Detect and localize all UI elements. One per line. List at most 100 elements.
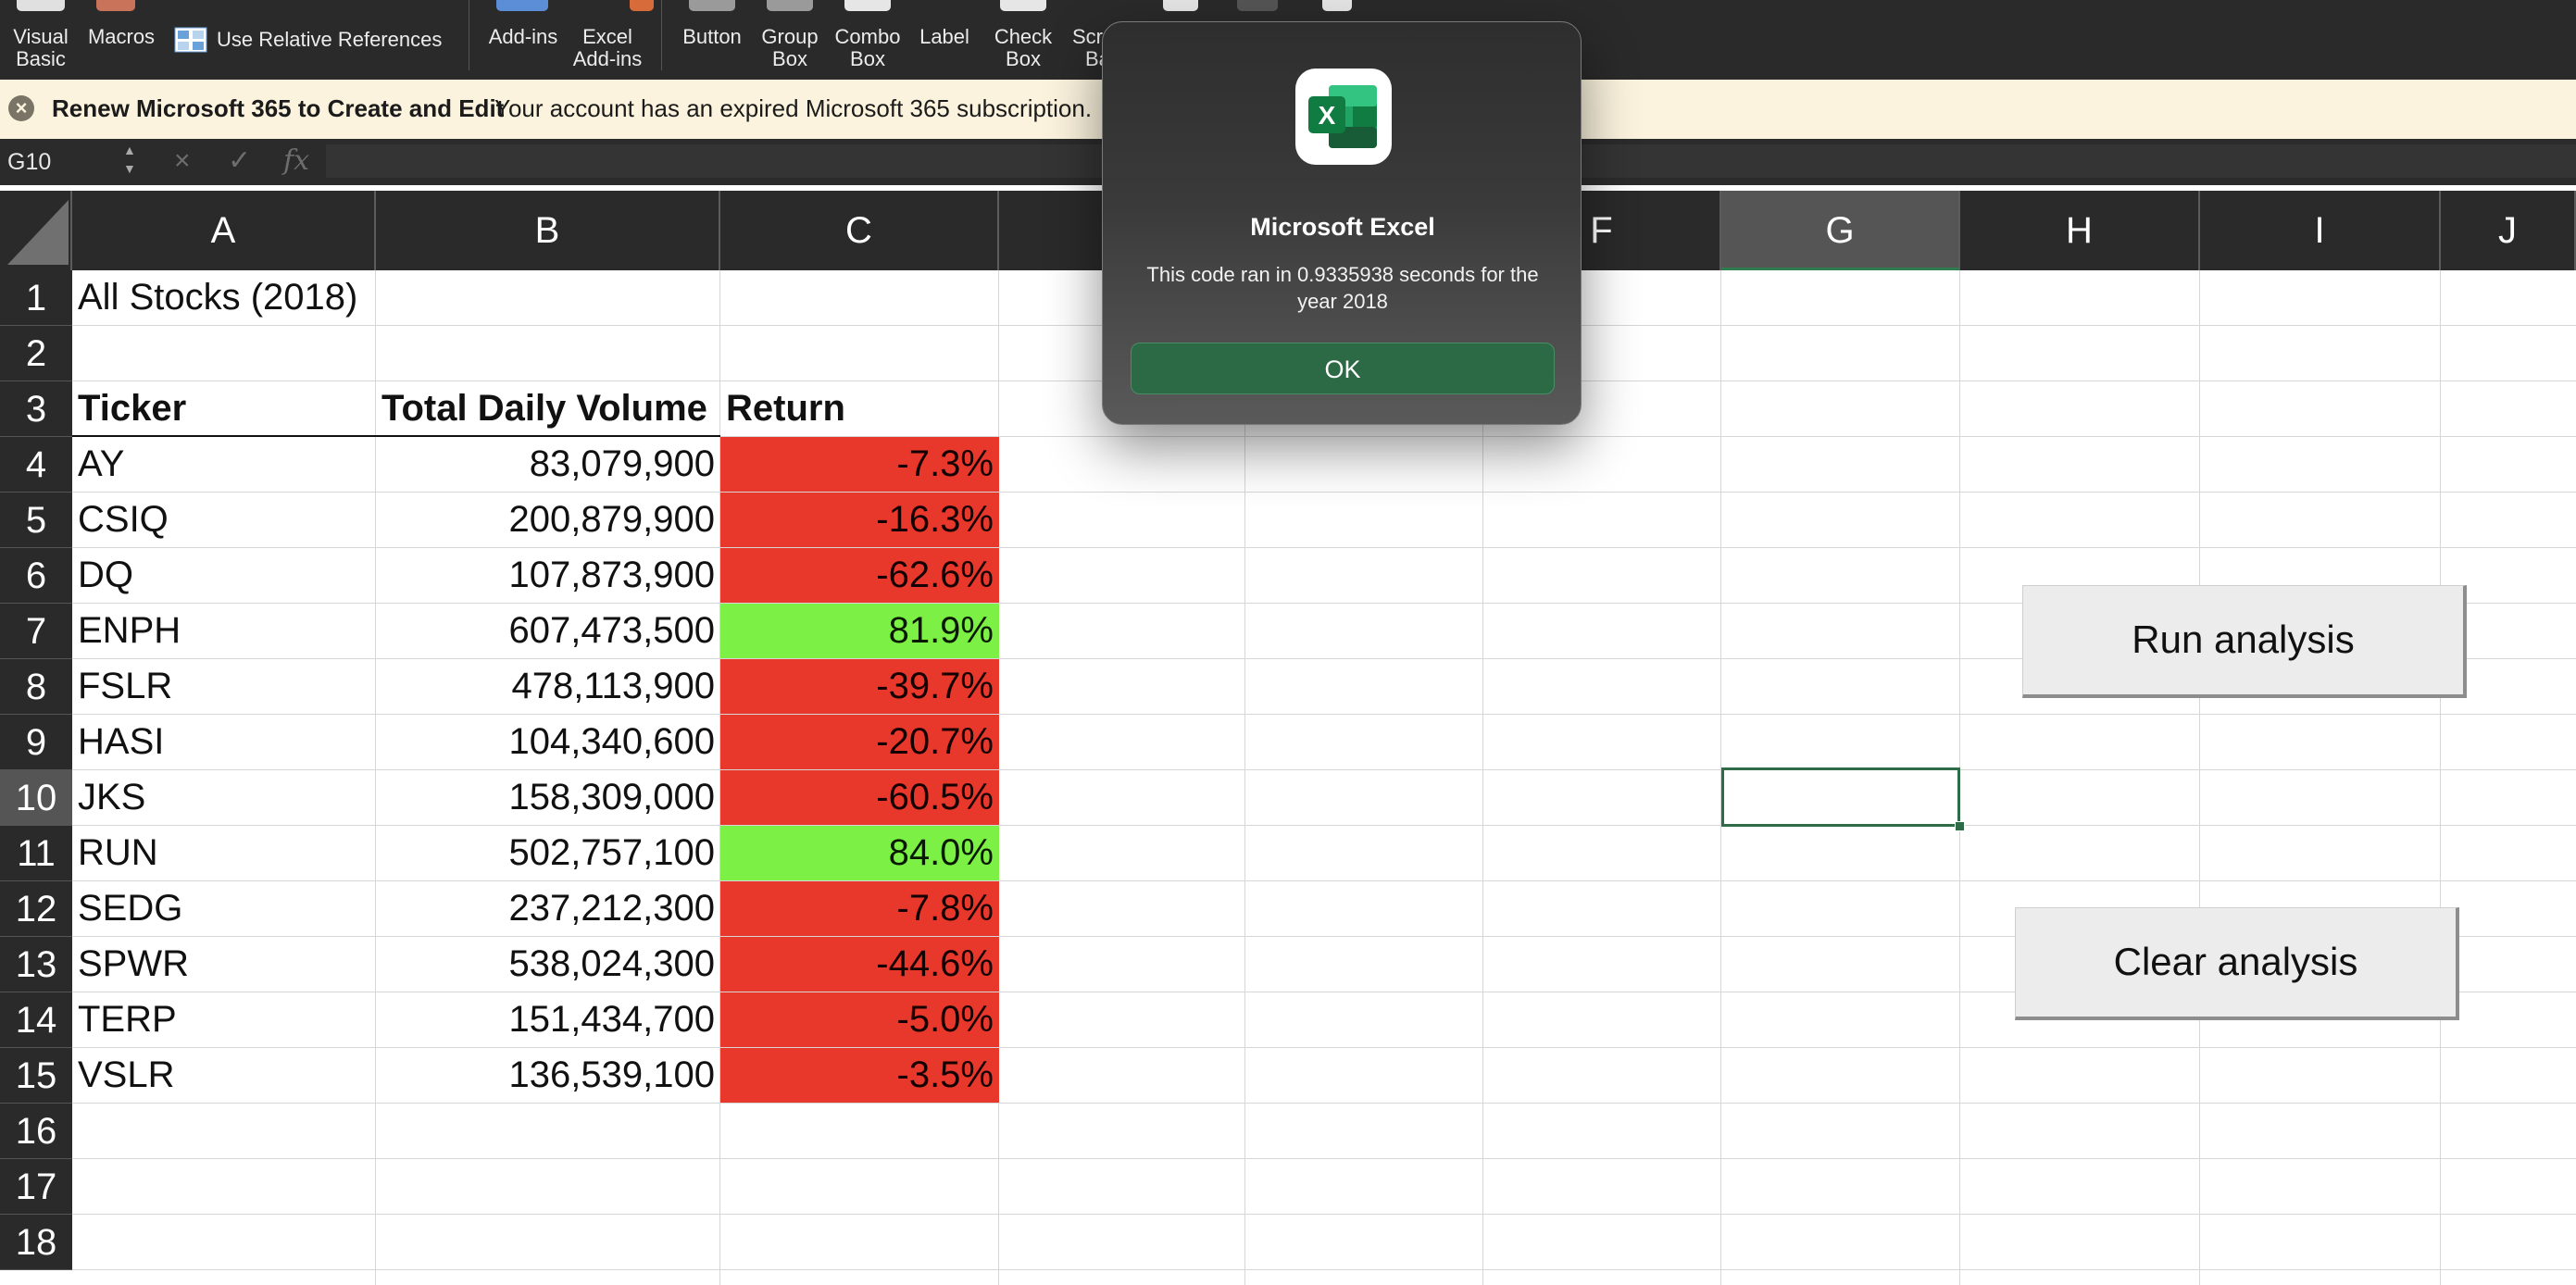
row-header-17[interactable]: 17 bbox=[0, 1159, 72, 1215]
row-header-9[interactable]: 9 bbox=[0, 715, 72, 770]
ticker-cell[interactable]: FSLR bbox=[78, 666, 173, 706]
volume-cell[interactable]: 83,079,900 bbox=[529, 443, 715, 484]
add-ins-button[interactable]: Add-ins bbox=[483, 26, 563, 48]
visual-basic-button[interactable]: Visual Basic bbox=[7, 26, 74, 70]
row-header-12[interactable]: 12 bbox=[0, 881, 72, 937]
header-bottom-border bbox=[72, 435, 720, 437]
return-cell[interactable]: -7.3% bbox=[720, 437, 999, 492]
row-gridline bbox=[72, 714, 2576, 715]
macros-button[interactable]: Macros bbox=[83, 26, 159, 48]
volume-cell[interactable]: 538,024,300 bbox=[508, 943, 715, 984]
volume-cell[interactable]: 107,873,900 bbox=[508, 555, 715, 595]
column-header-c[interactable]: C bbox=[720, 191, 999, 270]
row-header-8[interactable]: 8 bbox=[0, 659, 72, 715]
column-header-j[interactable]: J bbox=[2441, 191, 2576, 270]
volume-cell[interactable]: 104,340,600 bbox=[508, 721, 715, 762]
ticker-cell[interactable]: AY bbox=[78, 443, 125, 484]
column-header-b[interactable]: B bbox=[376, 191, 720, 270]
combo-box-control[interactable]: Combo Box bbox=[830, 26, 906, 70]
row-header-16[interactable]: 16 bbox=[0, 1104, 72, 1159]
excel-add-ins-button[interactable]: Excel Add-ins bbox=[567, 26, 648, 70]
clear-analysis-button[interactable]: Clear analysis bbox=[2015, 907, 2459, 1020]
row-header-13[interactable]: 13 bbox=[0, 937, 72, 992]
return-cell[interactable]: 81.9% bbox=[720, 604, 999, 658]
ticker-cell[interactable]: VSLR bbox=[78, 1054, 175, 1095]
row-header-5[interactable]: 5 bbox=[0, 493, 72, 548]
name-box-stepper-icon[interactable]: ▲ ▼ bbox=[123, 143, 136, 176]
use-relative-references-button[interactable]: Use Relative References bbox=[217, 29, 442, 51]
row-header-3[interactable]: 3 bbox=[0, 381, 72, 437]
header-volume-cell[interactable]: Total Daily Volume bbox=[381, 388, 707, 429]
row-header-2[interactable]: 2 bbox=[0, 326, 72, 381]
volume-cell[interactable]: 502,757,100 bbox=[508, 832, 715, 873]
ribbon-label: Use Relative References bbox=[217, 28, 443, 51]
row-header-4[interactable]: 4 bbox=[0, 437, 72, 493]
selected-cell-g10[interactable] bbox=[1721, 767, 1960, 827]
button-control[interactable]: Button bbox=[674, 26, 750, 48]
group-box-control[interactable]: Group Box bbox=[752, 26, 828, 70]
row-header-11[interactable]: 11 bbox=[0, 826, 72, 881]
ticker-cell[interactable]: ENPH bbox=[78, 610, 181, 651]
confirm-entry-icon[interactable]: ✓ bbox=[228, 145, 252, 176]
return-cell[interactable]: 84.0% bbox=[720, 826, 999, 880]
ribbon-label: Box bbox=[850, 47, 885, 70]
excel-app-icon: X bbox=[1295, 69, 1392, 165]
dismiss-message-icon[interactable]: × bbox=[8, 95, 34, 121]
check-box-control[interactable]: Check Box bbox=[985, 26, 1061, 70]
volume-cell[interactable]: 607,473,500 bbox=[508, 610, 715, 651]
name-box[interactable]: G10 bbox=[7, 149, 52, 175]
row-header-1[interactable]: 1 bbox=[0, 270, 72, 326]
header-return-cell[interactable]: Return bbox=[726, 388, 845, 429]
fill-handle[interactable] bbox=[1955, 821, 1965, 831]
header-ticker-cell[interactable]: Ticker bbox=[78, 388, 187, 429]
row-header-10[interactable]: 10 bbox=[0, 770, 72, 826]
ribbon-label: Add-ins bbox=[572, 47, 643, 70]
return-cell[interactable]: -60.5% bbox=[720, 770, 999, 825]
return-cell[interactable]: -44.6% bbox=[720, 937, 999, 992]
message-dialog: X Microsoft Excel This code ran in 0.933… bbox=[1102, 21, 1582, 425]
volume-cell[interactable]: 478,113,900 bbox=[511, 666, 715, 706]
ribbon-label: Check bbox=[994, 25, 1053, 48]
row-header-14[interactable]: 14 bbox=[0, 992, 72, 1048]
row-header-7[interactable]: 7 bbox=[0, 604, 72, 659]
column-gridline bbox=[719, 270, 720, 1285]
ticker-cell[interactable]: SEDG bbox=[78, 888, 183, 929]
return-cell[interactable]: -5.0% bbox=[720, 992, 999, 1047]
ticker-cell[interactable]: TERP bbox=[78, 999, 177, 1040]
ticker-cell[interactable]: HASI bbox=[78, 721, 165, 762]
column-header-a[interactable]: A bbox=[72, 191, 376, 270]
row-header-15[interactable]: 15 bbox=[0, 1048, 72, 1104]
ticker-cell[interactable]: DQ bbox=[78, 555, 133, 595]
ribbon-label: Scr bbox=[1072, 25, 1103, 48]
return-cell[interactable]: -16.3% bbox=[720, 493, 999, 547]
return-cell[interactable]: -39.7% bbox=[720, 659, 999, 714]
volume-cell[interactable]: 151,434,700 bbox=[508, 999, 715, 1040]
ribbon-label: Add-ins bbox=[488, 25, 558, 48]
column-header-i[interactable]: I bbox=[2200, 191, 2441, 270]
row-header-6[interactable]: 6 bbox=[0, 548, 72, 604]
ribbon-separator bbox=[661, 0, 662, 70]
ticker-cell[interactable]: RUN bbox=[78, 832, 158, 873]
return-cell[interactable]: -62.6% bbox=[720, 548, 999, 603]
column-header-g[interactable]: G bbox=[1721, 191, 1960, 270]
run-analysis-button[interactable]: Run analysis bbox=[2022, 585, 2467, 698]
volume-cell[interactable]: 237,212,300 bbox=[508, 888, 715, 929]
ticker-cell[interactable]: CSIQ bbox=[78, 499, 169, 540]
app-icon-letter: X bbox=[1319, 101, 1336, 130]
select-all-corner[interactable] bbox=[0, 191, 72, 270]
cancel-entry-icon[interactable]: × bbox=[174, 145, 191, 176]
ok-button[interactable]: OK bbox=[1131, 343, 1555, 394]
label-control[interactable]: Label bbox=[907, 26, 982, 48]
volume-cell[interactable]: 158,309,000 bbox=[508, 777, 715, 817]
return-cell[interactable]: -20.7% bbox=[720, 715, 999, 769]
ticker-cell[interactable]: SPWR bbox=[78, 943, 189, 984]
volume-cell[interactable]: 136,539,100 bbox=[508, 1054, 715, 1095]
return-cell[interactable]: -3.5% bbox=[720, 1048, 999, 1103]
return-cell[interactable]: -7.8% bbox=[720, 881, 999, 936]
insert-function-icon[interactable]: fx bbox=[283, 144, 310, 177]
ticker-cell[interactable]: JKS bbox=[78, 777, 146, 817]
column-header-h[interactable]: H bbox=[1960, 191, 2200, 270]
volume-cell[interactable]: 200,879,900 bbox=[508, 499, 715, 540]
sheet-title-cell[interactable]: All Stocks (2018) bbox=[78, 277, 358, 318]
row-header-18[interactable]: 18 bbox=[0, 1215, 72, 1270]
